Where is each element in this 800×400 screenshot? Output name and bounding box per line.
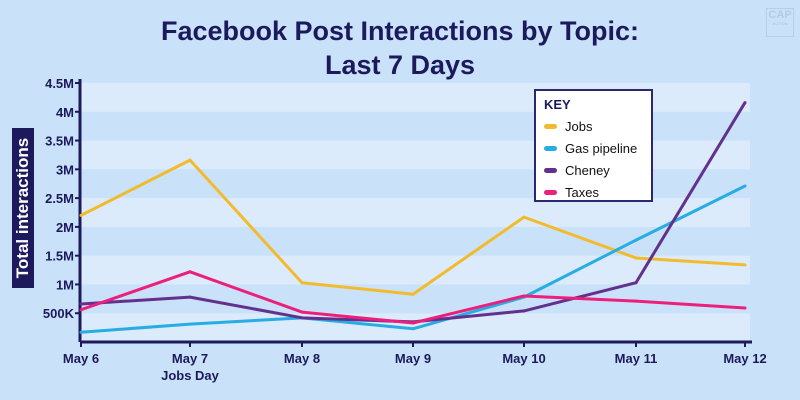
- data-point-jobs: [300, 281, 304, 285]
- data-point-taxes: [300, 310, 304, 314]
- logo-subtext: ACTION: [772, 21, 788, 26]
- data-point-taxes: [522, 294, 526, 298]
- data-point-taxes: [743, 306, 747, 310]
- y-tick-label: 3M: [56, 162, 74, 177]
- legend-label: Jobs: [565, 118, 593, 134]
- title-line-1: Facebook Post Interactions by Topic:: [160, 16, 640, 46]
- legend-swatch: [544, 123, 557, 129]
- data-point-jobs: [634, 256, 638, 260]
- data-point-cheney: [188, 295, 192, 299]
- y-tick-label: 4.5M: [45, 76, 74, 91]
- grid-band: [80, 198, 750, 227]
- legend-label: Gas pipeline: [565, 140, 638, 156]
- legend: KEY Jobs Gas pipeline Cheney Taxes: [534, 89, 653, 202]
- chart-title: Facebook Post Interactions by Topic: Las…: [0, 14, 800, 82]
- y-tick-label: 2.5M: [45, 191, 74, 206]
- legend-item-gas-pipeline: Gas pipeline: [544, 137, 643, 159]
- data-point-taxes: [634, 299, 638, 303]
- data-point-gas-pipeline: [411, 327, 415, 331]
- data-point-gas-pipeline: [743, 184, 747, 188]
- legend-swatch: [544, 145, 557, 151]
- data-point-cheney: [634, 281, 638, 285]
- legend-swatch: [544, 189, 557, 195]
- data-point-taxes: [411, 321, 415, 325]
- data-point-gas-pipeline: [188, 322, 192, 326]
- y-tick-label: 2M: [56, 220, 74, 235]
- data-point-gas-pipeline: [79, 330, 83, 334]
- x-tick-label: May 9: [395, 351, 431, 366]
- x-tick-label: May 11: [615, 351, 658, 366]
- data-point-jobs: [522, 215, 526, 219]
- legend-label: Taxes: [565, 184, 599, 200]
- data-point-jobs: [188, 158, 192, 162]
- y-tick-label: 3.5M: [45, 134, 74, 149]
- legend-item-taxes: Taxes: [544, 181, 643, 203]
- data-point-cheney: [743, 101, 747, 105]
- data-point-taxes: [188, 270, 192, 274]
- data-point-gas-pipeline: [634, 238, 638, 242]
- title-line-2: Last 7 Days: [324, 50, 476, 80]
- y-axis-label: Total interactions: [12, 128, 34, 288]
- x-tick-label: May 6: [63, 351, 99, 366]
- x-tick-label: May 12: [723, 351, 766, 366]
- legend-swatch: [544, 167, 557, 173]
- data-point-cheney: [522, 309, 526, 313]
- legend-item-jobs: Jobs: [544, 115, 643, 137]
- grid-band: [80, 226, 750, 256]
- legend-label: Cheney: [565, 162, 610, 178]
- logo-text: CAP: [768, 9, 792, 21]
- x-tick-label: May 10: [502, 351, 545, 366]
- data-point-cheney: [79, 302, 83, 306]
- x-tick-label: May 8: [284, 351, 320, 366]
- x-tick-label: May 7: [172, 351, 208, 366]
- y-tick-label: 4M: [56, 105, 74, 120]
- y-tick-label: 500K: [43, 306, 75, 321]
- data-point-jobs: [743, 263, 747, 267]
- legend-item-cheney: Cheney: [544, 159, 643, 181]
- y-tick-label: 1M: [56, 277, 74, 292]
- x-annotation: Jobs Day: [161, 368, 220, 383]
- data-point-cheney: [300, 316, 304, 320]
- cap-action-logo: CAP ACTION: [766, 8, 794, 37]
- data-point-jobs: [79, 213, 83, 217]
- data-point-jobs: [411, 292, 415, 296]
- data-point-taxes: [79, 308, 83, 312]
- legend-title: KEY: [544, 97, 571, 112]
- y-tick-label: 1.5M: [45, 249, 74, 264]
